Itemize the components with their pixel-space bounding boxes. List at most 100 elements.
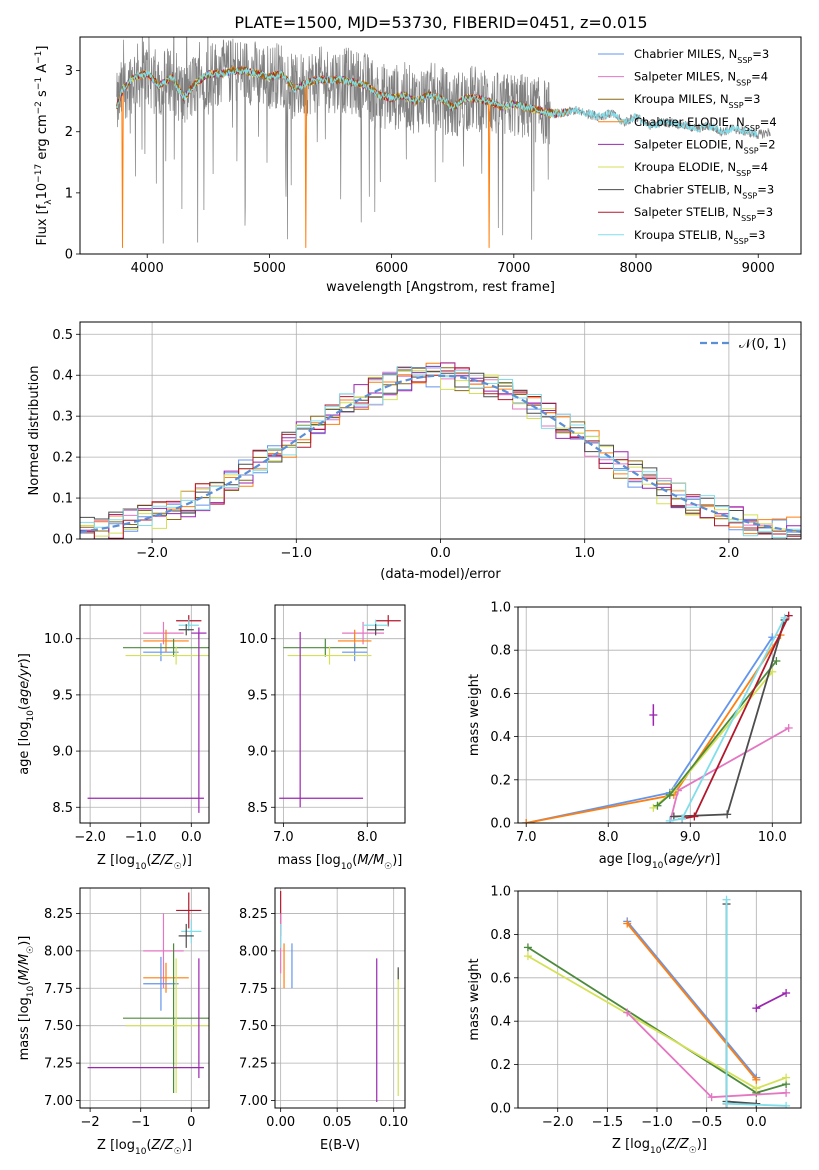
y-tick-label: 9.5 (52, 688, 73, 703)
y-tick-label: 7.50 (44, 1019, 73, 1034)
age_vs_mass-plot-area (279, 615, 401, 808)
x-tick-label: 0.05 (323, 1115, 352, 1130)
weight-line-salpeter_elodie (755, 992, 787, 1010)
y-tick-label: 0.4 (490, 1015, 511, 1030)
y-tick-label: 9.5 (247, 688, 268, 703)
y-tick-label: 0.1 (52, 492, 73, 507)
mass_vs_Z-plot-area (87, 892, 209, 1094)
x-axis-label: Z [log10(Z/Z☉)] (97, 1138, 192, 1157)
x-tick-label: −2.0 (542, 1115, 574, 1130)
x-axis-label: Z [log10(Z/Z☉)] (612, 1137, 707, 1156)
x-tick-label: −2.0 (136, 546, 168, 561)
axes-frame (79, 604, 210, 824)
y-tick-label: 2 (65, 125, 73, 140)
y-tick-label: 1 (65, 186, 73, 201)
x-tick-label: 0 (187, 1115, 195, 1130)
x-axis-label: E(B-V) (320, 1138, 360, 1153)
x-tick-label: −1.0 (281, 546, 313, 561)
x-tick-label: −2 (81, 1115, 100, 1130)
y-tick-label: 7.25 (239, 1057, 268, 1072)
y-tick-label: 0.4 (52, 369, 73, 384)
weight-line-chabrier_miles (626, 920, 757, 1079)
x-tick-label: 0.0 (181, 830, 202, 845)
legend-label: Salpeter MILES, NSSP=4 (634, 70, 768, 88)
x-tick-label: 2.0 (719, 546, 740, 561)
y-tick-label: 1.0 (490, 601, 511, 616)
y-tick-label: 0.4 (490, 730, 511, 745)
y-tick-label: 1.0 (490, 885, 511, 900)
axes-frame (79, 36, 802, 255)
mass_vs_EBV-plot-area (280, 890, 399, 1103)
age_vs_Z-panel: −2.0 −1.0 0.0 8.5 9.0 9.5 10.0 Z [log10(Z/Z☉)] a… (17, 604, 210, 872)
axes-frame (517, 890, 802, 1109)
spectrum-legend: Chabrier MILES, NSSP=3 Salpeter MILES, NS… (598, 47, 777, 245)
y-axis-label: Normed distribution (27, 366, 42, 496)
y-tick-label: 0.5 (52, 328, 73, 343)
x-tick-label: −1.0 (125, 830, 157, 845)
x-tick-label: −0.5 (691, 1115, 723, 1130)
histogram-kroupa_stelib (80, 366, 801, 538)
y-axis-label: mass [log10(M/M☉)] (17, 936, 36, 1061)
mass_weight_vs_age-panel: 7.0 8.0 9.0 10.0 0.0 0.2 0.4 0.6 0.8 1.0 age [log1… (467, 601, 802, 871)
x-tick-label: 7000 (497, 261, 530, 276)
y-tick-label: 10.0 (239, 632, 268, 647)
y-tick-label: 8.25 (239, 907, 268, 922)
spectrum-plot-area (116, 37, 771, 248)
y-tick-label: 7.25 (44, 1057, 73, 1072)
y-axis-label: age [log10(age/yr)] (17, 653, 36, 775)
model-spectrum-kroupa_miles (116, 66, 569, 117)
legend-label: 𝒩(0, 1) (739, 337, 786, 352)
mass_weight_vs_Z-panel: −2.0 −1.5 −1.0 −0.5 0.0 0.0 0.2 0.4 0.6 0.8 1.0 Z [… (467, 885, 802, 1156)
x-tick-label: 9.0 (680, 830, 701, 845)
y-tick-label: 8.5 (52, 801, 73, 816)
mass_vs_Z-panel: −2 −1 0 7.00 7.25 7.50 7.75 8.00 8.25 Z [log10(Z/… (17, 887, 210, 1157)
legend-label: Kroupa MILES, NSSP=3 (634, 92, 760, 110)
y-tick-label: 0.8 (490, 644, 511, 659)
x-tick-label: 8000 (619, 261, 652, 276)
x-tick-label: 8.0 (357, 830, 378, 845)
x-tick-label: 7.0 (516, 830, 537, 845)
histogram-salpeter_elodie (80, 362, 801, 539)
normal-curve (80, 374, 801, 533)
y-tick-label: 0.2 (490, 1058, 511, 1073)
y-tick-label: 7.75 (239, 982, 268, 997)
x-axis-label: mass [log10(M/M☉)] (278, 853, 403, 872)
y-tick-label: 7.00 (239, 1094, 268, 1109)
y-tick-label: 9.0 (247, 745, 268, 760)
y-tick-label: 0.2 (490, 773, 511, 788)
x-tick-label: −2.0 (74, 830, 106, 845)
x-tick-label: 0.10 (379, 1115, 408, 1130)
x-axis-label: wavelength [Angstrom, rest frame] (326, 280, 555, 295)
axes-frame (79, 887, 210, 1109)
y-tick-label: 8.00 (44, 944, 73, 959)
y-tick-label: 7.50 (239, 1019, 268, 1034)
x-tick-label: 10.0 (758, 830, 787, 845)
x-tick-label: 4000 (131, 261, 164, 276)
y-tick-label: 0 (65, 248, 73, 263)
spectrum-panel: 4000 5000 6000 7000 8000 9000 0 1 2 3 Chabrier MIL… (34, 36, 802, 295)
y-tick-label: 0.6 (490, 687, 511, 702)
y-tick-label: 10.0 (44, 632, 73, 647)
residuals-panel: −2.0 −1.0 0.0 1.0 2.0 0.0 0.1 0.2 0.3 0.4 0.5 𝒩(0, … (27, 321, 802, 582)
y-tick-label: 0.0 (490, 1102, 511, 1117)
x-tick-label: 7.0 (273, 830, 294, 845)
x-axis-label: Z [log10(Z/Z☉)] (97, 853, 192, 872)
y-tick-label: 0.2 (52, 451, 73, 466)
legend-label: Salpeter ELODIE, NSSP=2 (634, 137, 776, 155)
x-tick-label: −1.0 (641, 1115, 673, 1130)
y-tick-label: 7.75 (44, 982, 73, 997)
residuals-plot-area (80, 362, 801, 539)
weight-line-chabrier_elodie (626, 922, 757, 1081)
y-tick-label: 0.0 (52, 533, 73, 548)
mass_weight_vs_age-plot-area (522, 611, 793, 823)
histogram-kroupa_elodie (80, 370, 801, 539)
age_vs_Z-plot-area (87, 615, 209, 813)
x-tick-label: −1 (131, 1115, 150, 1130)
model-spectrum-kroupa_stelib (116, 67, 759, 138)
legend-label: Kroupa STELIB, NSSP=3 (634, 228, 765, 246)
weight-line-kroupa_stelib (669, 617, 786, 822)
x-tick-label: 0.00 (266, 1115, 295, 1130)
y-tick-label: 7.00 (44, 1094, 73, 1109)
y-tick-label: 8.5 (247, 801, 268, 816)
y-axis-label: mass weight (467, 958, 482, 1040)
